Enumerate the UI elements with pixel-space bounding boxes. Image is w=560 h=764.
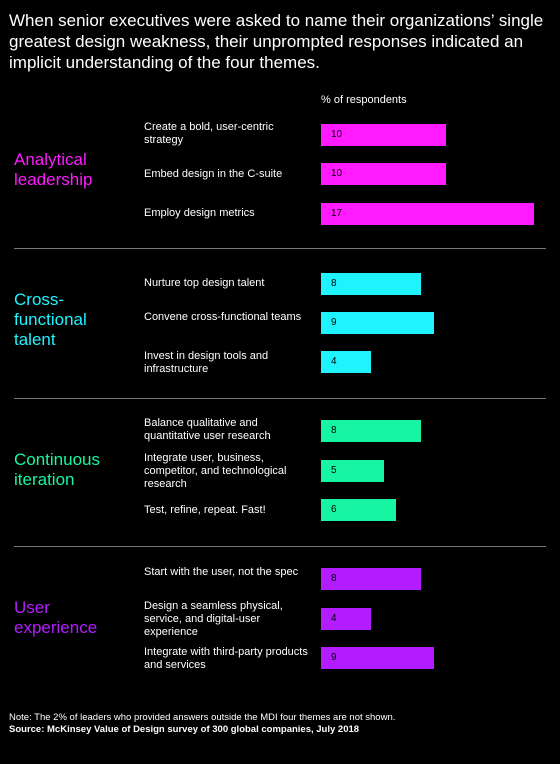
bar	[321, 499, 396, 521]
bar-value-label: 5	[331, 465, 337, 476]
bar-value-label: 8	[331, 573, 337, 584]
column-header: % of respondents	[321, 94, 407, 106]
item-label: Balance qualitative and quantitative use…	[144, 417, 271, 442]
item-label: Integrate with third-party products and …	[144, 646, 308, 671]
bar	[321, 568, 421, 590]
group-divider	[14, 398, 546, 399]
chart-source: Source: McKinsey Value of Design survey …	[9, 724, 360, 735]
theme-label: User experience	[14, 598, 98, 637]
bar	[321, 608, 371, 630]
bar-value-label: 8	[331, 425, 337, 436]
theme-label: Cross-functional talent	[14, 290, 87, 349]
chart-title: When senior executives were asked to nam…	[9, 11, 544, 72]
bar	[321, 351, 371, 373]
item-label: Create a bold, user-centric strategy	[144, 121, 274, 146]
bar	[321, 647, 434, 669]
bar	[321, 203, 534, 225]
bar-value-label: 4	[331, 356, 337, 367]
bar-value-label: 9	[331, 317, 337, 328]
chart-note: Note: The 2% of leaders who provided ans…	[9, 712, 396, 723]
theme-label: Continuous iteration	[14, 450, 101, 489]
item-label: Employ design metrics	[144, 207, 255, 219]
bar-value-label: 8	[331, 278, 337, 289]
item-label: Test, refine, repeat. Fast!	[144, 504, 266, 516]
item-label: Embed design in the C-suite	[144, 168, 283, 180]
item-label: Convene cross-functional teams	[144, 311, 302, 323]
group-divider	[14, 546, 546, 547]
item-label: Integrate user, business, competitor, an…	[144, 452, 287, 490]
bar-value-label: 10	[331, 129, 343, 140]
group-divider	[14, 248, 546, 249]
bar-value-label: 17	[331, 208, 343, 219]
item-label: Start with the user, not the spec	[144, 566, 299, 578]
theme-label: Analytical leadership	[14, 150, 93, 189]
item-label: Nurture top design talent	[144, 277, 265, 289]
bar	[321, 163, 446, 185]
bar-value-label: 10	[331, 168, 343, 179]
item-label: Design a seamless physical, service, and…	[144, 600, 283, 638]
bar-value-label: 4	[331, 613, 337, 624]
bar	[321, 273, 421, 295]
item-label: Invest in design tools and infrastructur…	[144, 350, 269, 375]
bar	[321, 312, 434, 334]
bar	[321, 420, 421, 442]
bar-value-label: 9	[331, 652, 337, 663]
bar-value-label: 6	[331, 504, 337, 515]
bar	[321, 124, 446, 146]
bar	[321, 460, 384, 482]
